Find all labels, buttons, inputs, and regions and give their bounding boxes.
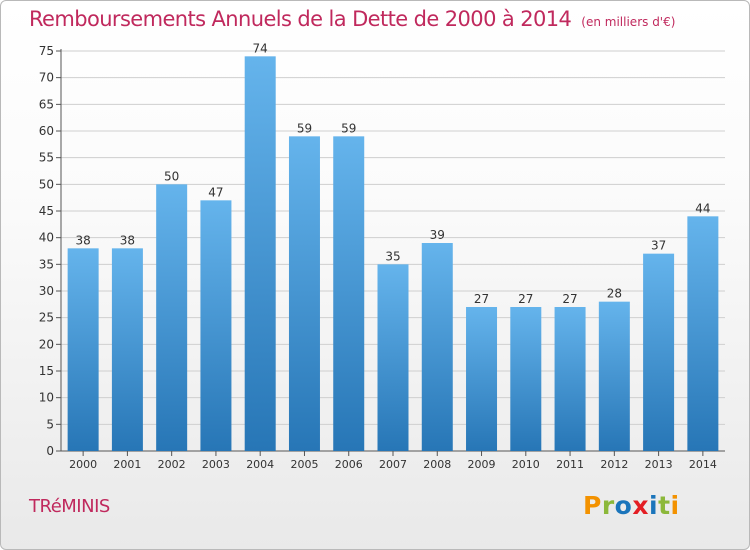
data-label: 37 xyxy=(651,239,666,253)
bars xyxy=(67,56,719,452)
x-tick-label: 2010 xyxy=(512,458,540,471)
data-label: 39 xyxy=(430,228,445,242)
y-tick-label: 45 xyxy=(39,204,54,218)
data-label: 59 xyxy=(297,121,312,135)
logo-letter: o xyxy=(614,491,633,520)
logo-letter: i xyxy=(649,491,659,520)
data-label: 28 xyxy=(607,287,622,301)
bar xyxy=(67,248,99,451)
x-tick-label: 2005 xyxy=(290,458,318,471)
x-tick-label: 2004 xyxy=(246,458,274,471)
logo-letter: P xyxy=(583,491,602,520)
logo-letter: t xyxy=(658,491,671,520)
data-label: 27 xyxy=(518,292,533,306)
proxiti-logo[interactable]: Proxiti xyxy=(583,491,680,520)
data-label: 27 xyxy=(474,292,489,306)
y-tick-label: 60 xyxy=(39,124,54,138)
x-tick-label: 2009 xyxy=(468,458,496,471)
y-tick-label: 75 xyxy=(39,44,54,58)
data-labels: 38 38 50 47 74 59 59 35 39 27 27 27 28 37 44 xyxy=(75,41,710,306)
logo-letter: r xyxy=(601,491,615,520)
data-label: 59 xyxy=(341,121,356,135)
y-tick-label: 50 xyxy=(39,177,54,191)
y-tick-label: 0 xyxy=(46,444,54,458)
y-tick-label: 30 xyxy=(39,284,54,298)
y-tick-label: 40 xyxy=(39,231,54,245)
chart-title-text: Remboursements Annuels de la Dette de 20… xyxy=(29,7,572,31)
chart-title: Remboursements Annuels de la Dette de 20… xyxy=(29,7,675,31)
x-tick-label: 2003 xyxy=(202,458,230,471)
x-tick-label: 2006 xyxy=(335,458,363,471)
y-tick-label: 15 xyxy=(39,364,54,378)
bar xyxy=(421,243,453,451)
bar xyxy=(598,301,630,451)
x-tick-label: 2002 xyxy=(158,458,186,471)
logo-letter: i xyxy=(670,491,680,520)
y-tick-label: 35 xyxy=(39,257,54,271)
x-tick-label: 2014 xyxy=(689,458,717,471)
x-tick-label: 2000 xyxy=(69,458,97,471)
data-label: 27 xyxy=(562,292,577,306)
data-label: 44 xyxy=(695,201,710,215)
bar xyxy=(111,248,143,451)
x-tick-label: 2007 xyxy=(379,458,407,471)
y-tick-label: 70 xyxy=(39,71,54,85)
x-tick-label: 2012 xyxy=(600,458,628,471)
bar xyxy=(333,136,365,452)
x-tick-label: 2013 xyxy=(645,458,673,471)
logo-letter: x xyxy=(632,491,649,520)
bar xyxy=(377,264,409,451)
y-tick-label: 5 xyxy=(46,417,54,431)
bar xyxy=(510,307,542,451)
x-tick-label: 2011 xyxy=(556,458,584,471)
bar xyxy=(244,56,276,451)
data-label: 38 xyxy=(120,233,135,247)
chart-unit-note: (en milliers d'€) xyxy=(581,15,676,29)
x-tick-label: 2001 xyxy=(113,458,141,471)
bar xyxy=(288,136,320,452)
y-tick-label: 20 xyxy=(39,337,54,351)
bar xyxy=(687,216,719,451)
commune-name: TRéMINIS xyxy=(29,496,110,517)
bar xyxy=(554,307,586,451)
bar xyxy=(200,200,232,451)
data-label: 35 xyxy=(385,249,400,263)
y-tick-label: 65 xyxy=(39,97,54,111)
y-tick-label: 55 xyxy=(39,151,54,165)
y-tick-label: 25 xyxy=(39,311,54,325)
data-label: 38 xyxy=(75,233,90,247)
y-tick-labels: 0 5 10 15 20 25 30 35 40 45 50 55 60 65 70 75 xyxy=(39,44,54,458)
x-tick-label: 2008 xyxy=(423,458,451,471)
y-tick-label: 10 xyxy=(39,391,54,405)
data-label: 74 xyxy=(253,41,268,55)
bar xyxy=(466,307,498,451)
x-tick-labels: 2000 2001 2002 2003 2004 2005 2006 2007 2008 2009… xyxy=(69,458,717,471)
bar xyxy=(156,184,188,452)
bar xyxy=(643,253,675,451)
data-label: 47 xyxy=(208,185,223,199)
data-label: 50 xyxy=(164,169,179,183)
